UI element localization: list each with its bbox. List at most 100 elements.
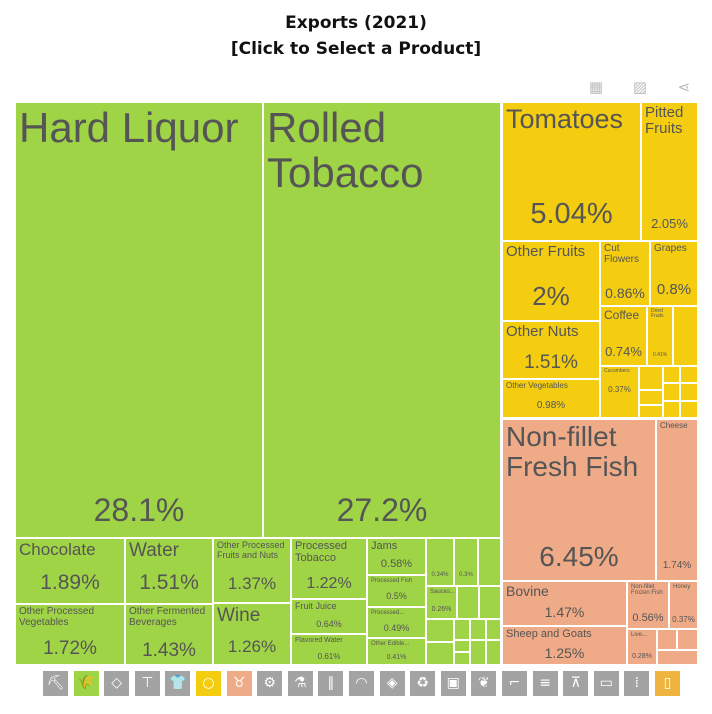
cell-label: Wine — [217, 605, 261, 626]
treemap-cell[interactable]: Processed Fish 0.5% — [367, 575, 426, 607]
treemap-cell[interactable] — [470, 640, 486, 665]
gauge-icon[interactable]: ◠ — [349, 671, 374, 696]
treemap-cell[interactable]: Live... 0.28% — [627, 629, 657, 665]
shoe-icon[interactable]: ⌐ — [502, 671, 527, 696]
cow-icon[interactable]: ♉ — [226, 671, 252, 696]
treemap-cell[interactable]: Bovine 1.47% — [502, 581, 627, 626]
diamond-icon[interactable]: ◇ — [104, 671, 130, 696]
share-icon[interactable]: ⋖ — [677, 78, 691, 96]
treemap-cell[interactable]: Chocolate 1.89% — [15, 538, 125, 604]
pickaxe-icon[interactable]: ⛏ — [43, 671, 68, 696]
treemap-cell[interactable]: Wine 1.26% — [213, 603, 291, 665]
treemap-cell[interactable] — [457, 586, 479, 619]
treemap-cell[interactable]: Other Processed Vegetables 1.72% — [15, 604, 125, 665]
scroll-icon[interactable]: ≡ — [532, 671, 558, 696]
treemap-cell[interactable]: Coffee 0.74% — [600, 306, 647, 366]
oil-can-icon[interactable]: ▯ — [655, 671, 680, 696]
treemap-cell[interactable] — [663, 401, 680, 418]
treemap-cell[interactable]: Other Processed Fruits and Nuts 1.37% — [213, 538, 291, 603]
road-icon[interactable]: ∥ — [318, 671, 344, 696]
cell-percent: 27.2% — [336, 492, 428, 528]
easel-icon[interactable]: ⊼ — [563, 671, 589, 696]
treemap-cell[interactable]: Cheese 1.74% — [656, 419, 698, 581]
treemap-cell[interactable]: Hard Liquor 28.1% — [15, 102, 263, 538]
cell-label: Processed Tobacco — [295, 540, 347, 564]
cell-label: Coffee — [604, 308, 640, 322]
treemap-cell[interactable]: Other Fruits 2% — [502, 241, 600, 321]
cell-percent: 0.56% — [632, 612, 664, 624]
recycle-icon[interactable]: ♻ — [410, 671, 436, 696]
treemap-cell[interactable]: Fruit Juice 0.64% — [291, 599, 367, 634]
cell-percent: 28.1% — [93, 492, 185, 528]
wheat-icon[interactable]: 🌾 — [73, 671, 99, 696]
treemap-cell[interactable]: Jams 0.58% — [367, 538, 426, 575]
cell-percent: 0.41% — [386, 654, 407, 661]
treemap-cell[interactable] — [677, 629, 698, 650]
treemap-cell[interactable] — [680, 366, 698, 383]
treemap-cell[interactable]: Processed Tobacco 1.22% — [291, 538, 367, 599]
leather-icon[interactable]: ❦ — [471, 671, 497, 696]
treemap-cell[interactable] — [426, 642, 454, 665]
treemap-cell[interactable] — [673, 306, 698, 366]
treemap-cell[interactable]: Non-fillet Frozen Fish 0.56% — [627, 581, 669, 629]
chart-title: Exports (2021) [Click to Select a Produc… — [0, 10, 712, 62]
treemap-cell[interactable] — [663, 366, 680, 383]
treemap-cell[interactable] — [680, 383, 698, 401]
treemap-cell[interactable]: Tomatoes 5.04% — [502, 102, 641, 241]
treemap-cell[interactable]: Cut Flowers 0.86% — [600, 241, 650, 306]
cell-percent: 0.37% — [608, 385, 631, 394]
treemap-cell[interactable]: Other Nuts 1.51% — [502, 321, 600, 379]
cell-label: Jams — [371, 540, 398, 552]
treemap-cell[interactable] — [680, 401, 698, 418]
cell-percent: 1.26% — [227, 637, 277, 656]
treemap-cell[interactable]: Sauces... 0.26% — [426, 586, 457, 619]
treemap-cell[interactable] — [426, 619, 454, 642]
treemap-cell[interactable] — [657, 629, 677, 650]
title-line-2[interactable]: [Click to Select a Product] — [230, 39, 482, 59]
treemap-cell[interactable]: Honey 0.37% — [669, 581, 698, 629]
treemap-cell[interactable] — [639, 405, 663, 418]
cell-label: Other Vegetables — [506, 381, 568, 390]
treemap-cell[interactable]: 0.3% — [454, 538, 478, 586]
cell-label: Processed... — [371, 610, 405, 616]
treemap-cell[interactable]: Flavored Water 0.61% — [291, 634, 367, 665]
treemap-cell[interactable] — [639, 390, 663, 405]
treemap-cell[interactable] — [663, 383, 680, 401]
bullets-icon[interactable]: ⁞ — [624, 671, 650, 696]
stone-icon[interactable]: ◈ — [379, 671, 405, 696]
treemap-cell[interactable]: Non-fillet Fresh Fish 6.45% — [502, 419, 656, 581]
treemap-cell[interactable] — [478, 538, 501, 586]
table-icon[interactable]: ▦ — [588, 78, 604, 96]
cell-label: Grapes — [654, 243, 687, 254]
treemap-cell[interactable]: Other Vegetables 0.98% — [502, 379, 600, 418]
image-icon[interactable]: ▨ — [632, 78, 648, 96]
treemap-cell[interactable]: Grapes 0.8% — [650, 241, 698, 306]
box-icon[interactable]: ▣ — [440, 671, 466, 696]
treemap-cell[interactable] — [486, 640, 501, 665]
treemap-cell[interactable] — [470, 619, 486, 640]
treemap-cell[interactable]: Pitted Fruits 2.05% — [641, 102, 698, 241]
treemap-cell[interactable] — [454, 619, 470, 640]
gear-icon[interactable]: ⚙ — [257, 671, 283, 696]
orange-fruit-icon[interactable]: ○ — [196, 671, 221, 696]
treemap-cell[interactable]: Other Fermented Beverages 1.43% — [125, 604, 213, 665]
cell-percent: 1.51% — [524, 352, 578, 373]
treemap-cell[interactable]: Cucumbers 0.37% — [600, 366, 639, 418]
wood-icon[interactable]: ▭ — [593, 671, 619, 696]
treemap-cell[interactable] — [454, 640, 470, 652]
flask-icon[interactable]: ⚗ — [287, 671, 313, 696]
treemap-cell[interactable] — [657, 650, 698, 665]
treemap-cell[interactable] — [639, 366, 663, 390]
treemap-cell[interactable]: Other Edible... 0.41% — [367, 638, 426, 665]
treemap-cell[interactable]: 0.34% — [426, 538, 454, 586]
treemap-cell[interactable]: Rolled Tobacco 27.2% — [263, 102, 501, 538]
treemap-cell[interactable]: Water 1.51% — [125, 538, 213, 604]
treemap-cell[interactable] — [479, 586, 501, 619]
treemap-cell[interactable]: Processed... 0.49% — [367, 607, 426, 638]
shirt-icon[interactable]: 👕 — [165, 671, 191, 696]
treemap-cell[interactable] — [454, 652, 470, 665]
treemap-cell[interactable]: Dried Fruits 0.41% — [647, 306, 673, 366]
anvil-icon[interactable]: ⊤ — [134, 671, 160, 696]
treemap-cell[interactable] — [486, 619, 501, 640]
treemap-cell[interactable]: Sheep and Goats 1.25% — [502, 626, 627, 665]
